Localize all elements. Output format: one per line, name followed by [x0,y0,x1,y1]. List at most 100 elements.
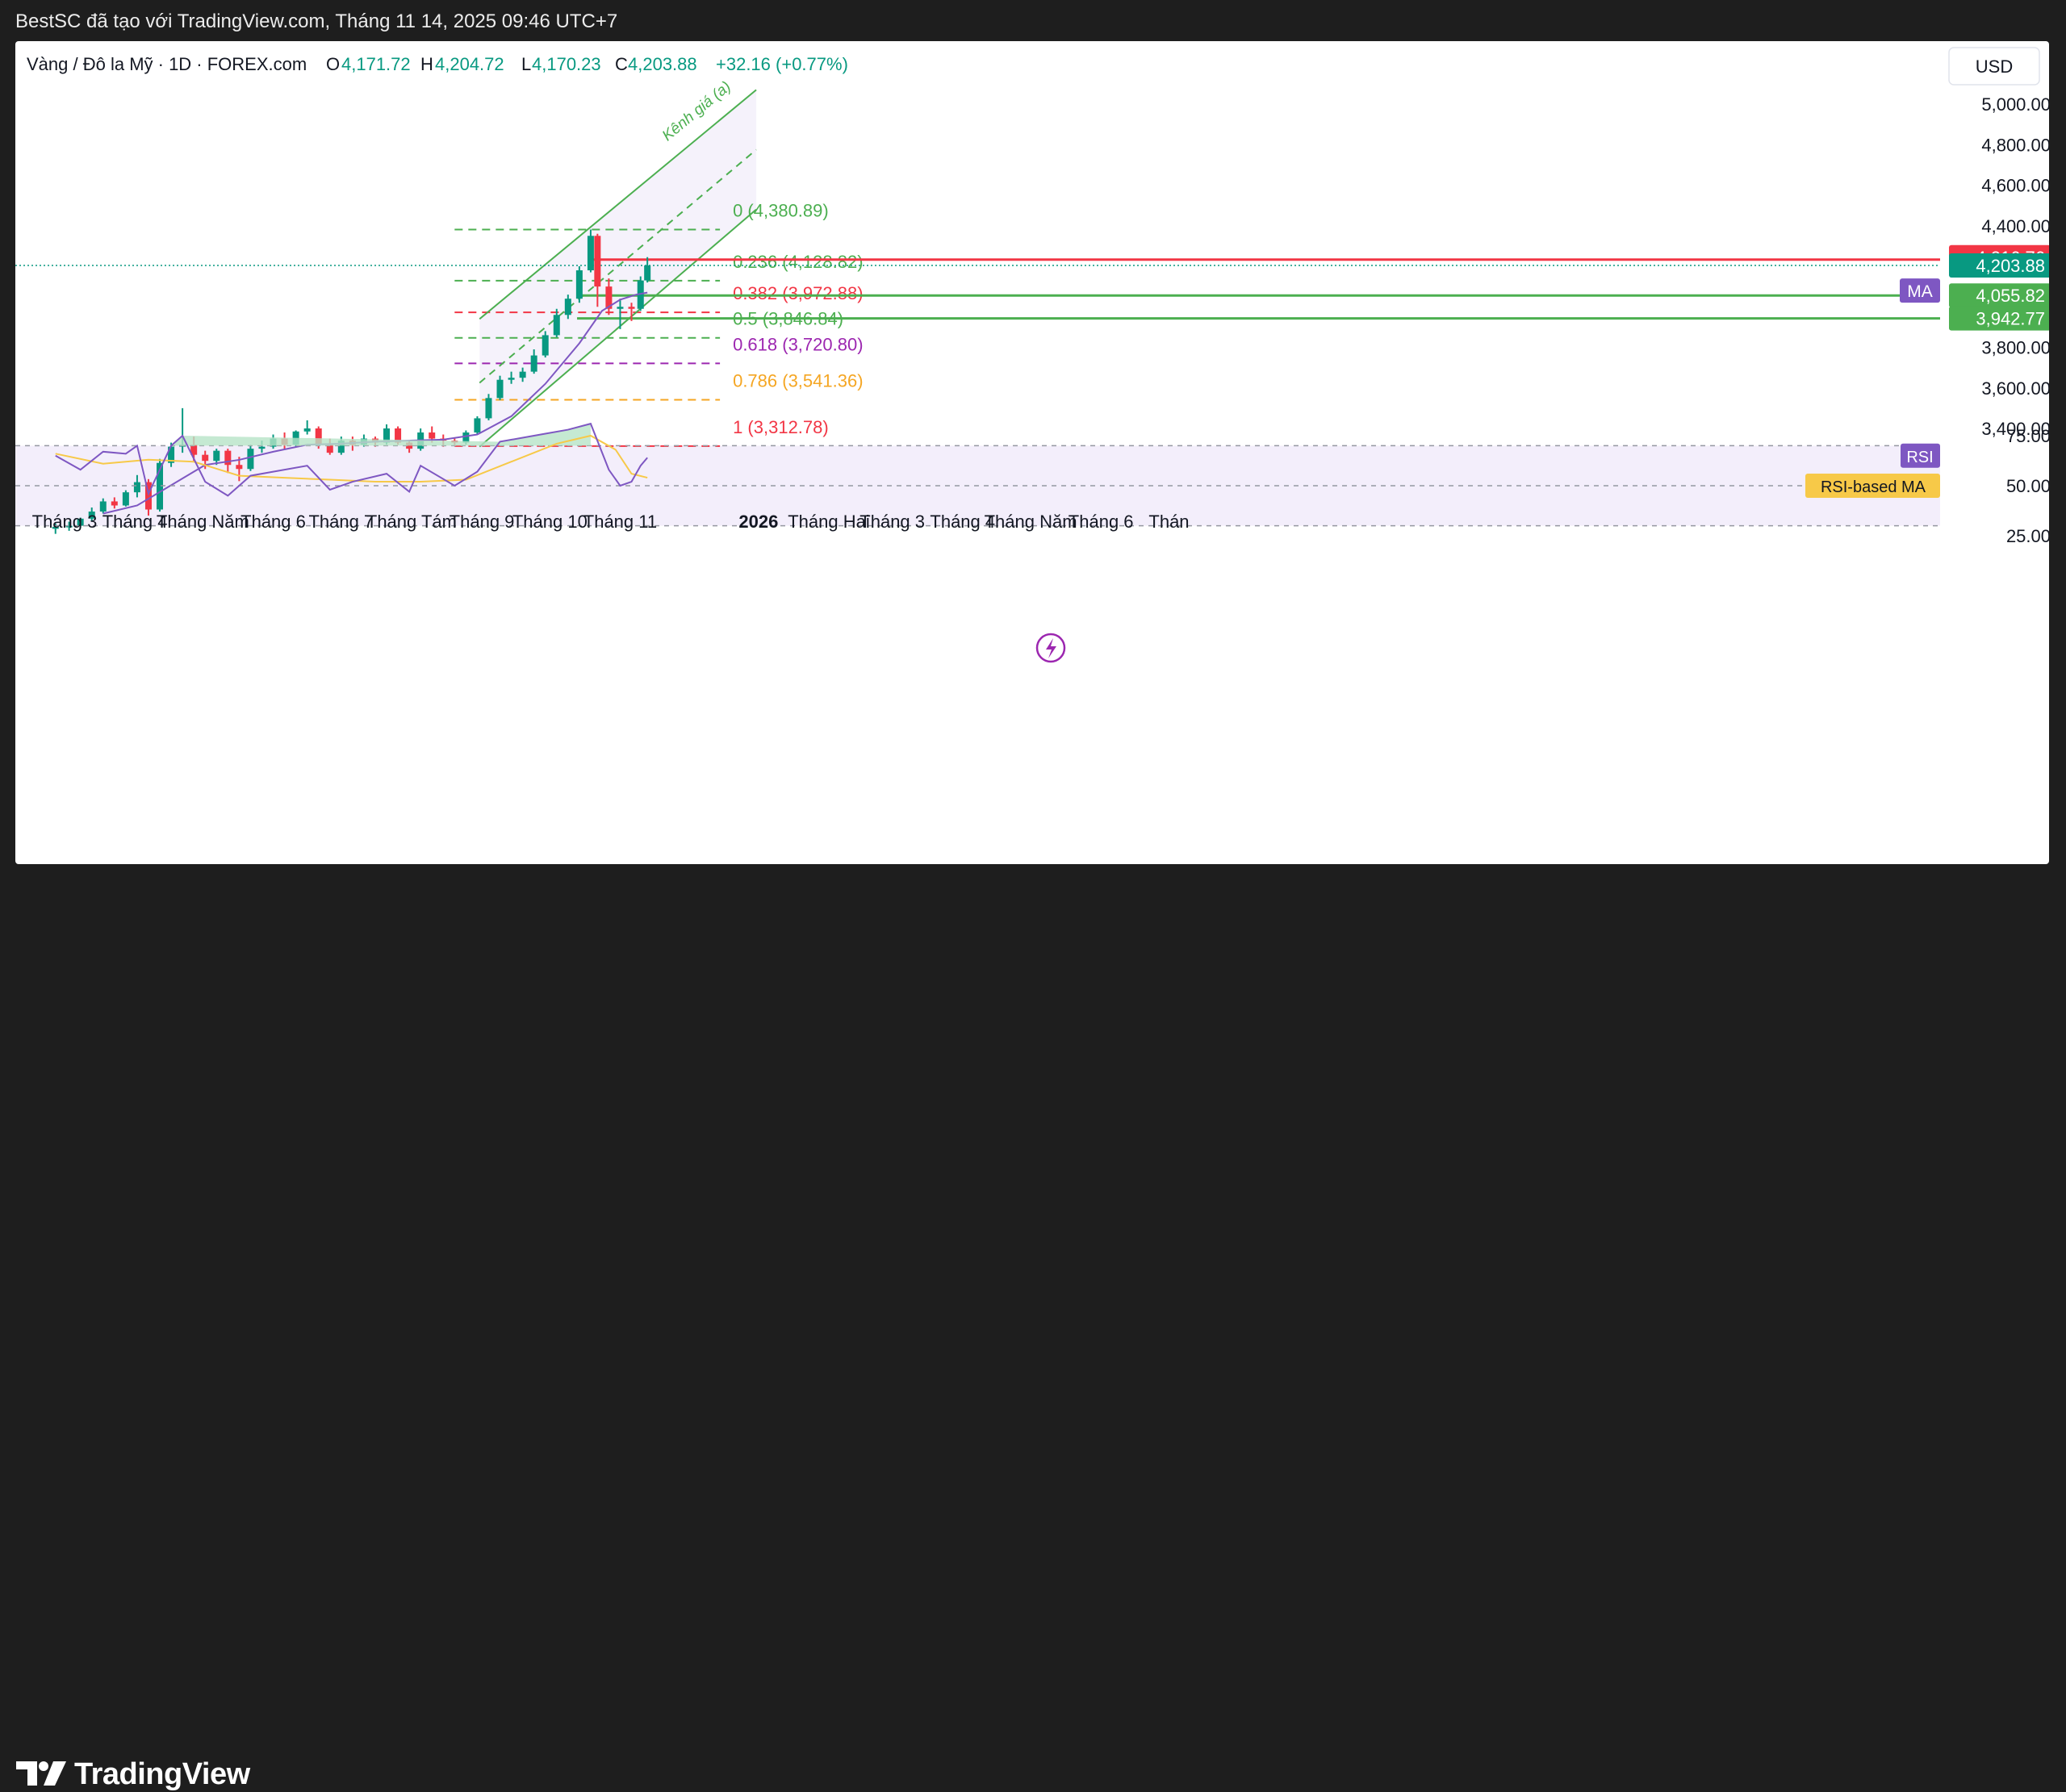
currency-button-frame [1948,47,2040,86]
channel-mid-line [479,148,757,384]
time-tick-label: Tháng 3 [32,512,98,532]
candle-body [236,465,243,470]
candle-body [168,446,175,463]
rsi-tick-label: 50.00 [2006,476,2049,496]
tradingview-logo-icon [16,1761,66,1786]
fib-level-label: 0.236 (4,128.82) [733,252,863,272]
time-tick-label: Thán [1148,512,1189,532]
candle-body [326,445,333,453]
candle-body [383,428,391,443]
candle-body [122,492,129,506]
candle-body [247,449,254,470]
candle-body [213,450,220,462]
price-label-text: 4,203.88 [1976,256,2045,276]
time-tick-label: Tháng 4 [102,512,168,532]
candle-body [258,446,266,449]
time-tick-label: Tháng 10 [512,512,588,532]
candle-body [144,482,152,510]
candle-body [474,418,481,433]
price-label-box [1949,306,2049,331]
candle-body [52,526,59,529]
rsi-ma-tag-box [1805,474,1940,498]
candle-body [65,525,73,528]
replay-icon[interactable] [1035,633,1066,663]
candle-body [508,378,515,380]
time-tick-label: Tháng 4 [930,512,995,532]
fib-level-label: 0.786 (3,541.36) [733,370,863,391]
candle-body [303,428,311,432]
price-tick-label: 3,400.00 [1981,419,2049,439]
rsi-tag-box [1901,443,1940,468]
high-value: 4,204.72 [435,54,504,74]
change-value: +32.16 (+0.77%) [716,54,848,74]
open-value: 4,171.72 [341,54,411,74]
chart-panel[interactable]: 0 (4,380.89) 0.236 (4,128.82) 0.382 (3,972… [15,41,2049,864]
candle-body [519,371,526,378]
candle-body [628,307,635,309]
candle-body [564,299,571,315]
high-label: H [420,54,433,74]
candle-body [224,450,232,466]
candle-body [485,398,492,419]
candle-body [617,307,624,309]
candle-body [462,432,470,443]
time-tick-label: Tháng Hai [788,512,870,532]
candle-body [133,482,140,493]
rsi-ma-tag-label: RSI-based MA [1821,478,1926,496]
candle-body [587,236,594,271]
ma-tag-label: MA [1907,282,1933,301]
time-tick-label: 2026 [738,512,778,532]
time-tick-label: Tháng 9 [450,512,515,532]
candle-body [99,501,107,512]
attribution-text: BestSC đã tạo với TradingView.com, Tháng… [15,10,618,32]
footer: TradingView [0,864,2066,1791]
fib-level-label: 1 (3,312.78) [733,417,829,437]
price-tick-label: 3,600.00 [1981,378,2049,399]
fib-level-label: 0 (4,380.89) [733,201,829,221]
time-tick-label: Tháng 11 [583,512,657,532]
candle-body [496,379,504,399]
candle-body [88,512,95,519]
candle-body [530,355,537,372]
price-label-box [1949,283,2049,308]
currency-label: USD [1976,56,2013,77]
price-label-box [1949,253,2049,278]
candle-body [605,286,613,309]
low-value: 4,170.23 [532,54,601,74]
candle-body [395,428,402,443]
channel-lower-line [479,208,757,448]
time-tick-label: Tháng Năm [985,512,1077,532]
chart-svg[interactable]: 0 (4,380.89) 0.236 (4,128.82) 0.382 (3,972… [15,41,2049,864]
candle-body [337,441,345,453]
rsi-overbought-fill [136,424,591,446]
candle-body [553,315,560,336]
brand-name: TradingView [74,1757,250,1791]
price-label-text: 4,055.82 [1976,286,2045,306]
currency-button[interactable]: USD [1948,47,2040,86]
price-tick-label: 4,800.00 [1981,135,2049,155]
fib-level-label: 0.382 (3,972.88) [733,283,863,303]
price-label-text: 3,942.77 [1976,309,2045,329]
candle-body [157,462,164,510]
symbol-title: Vàng / Đô la Mỹ · 1D · FOREX.com [27,54,307,74]
channel-upper-line [479,89,757,320]
channel-fill [479,90,757,447]
rsi-tick-label: 25.00 [2006,526,2049,546]
price-tick-label: 3,800.00 [1981,338,2049,358]
price-tick-label: 5,000.00 [1981,94,2049,115]
close-label: C [615,54,628,74]
rsi-tag-label: RSI [1906,449,1933,466]
time-tick-label: Tháng Năm [157,512,249,532]
candle-body [77,518,84,526]
time-tick-label: Tháng 6 [240,512,306,532]
candle-body [429,432,436,439]
candle-body [542,335,549,356]
candle-body [202,454,209,462]
candle-body [111,501,118,506]
price-tick-label: 4,400.00 [1981,216,2049,236]
rsi-tick-label: 75.00 [2006,426,2049,446]
close-value: 4,203.88 [628,54,697,74]
price-tick-label: 4,600.00 [1981,176,2049,196]
time-tick-label: Tháng 6 [1069,512,1134,532]
low-label: L [521,54,531,74]
